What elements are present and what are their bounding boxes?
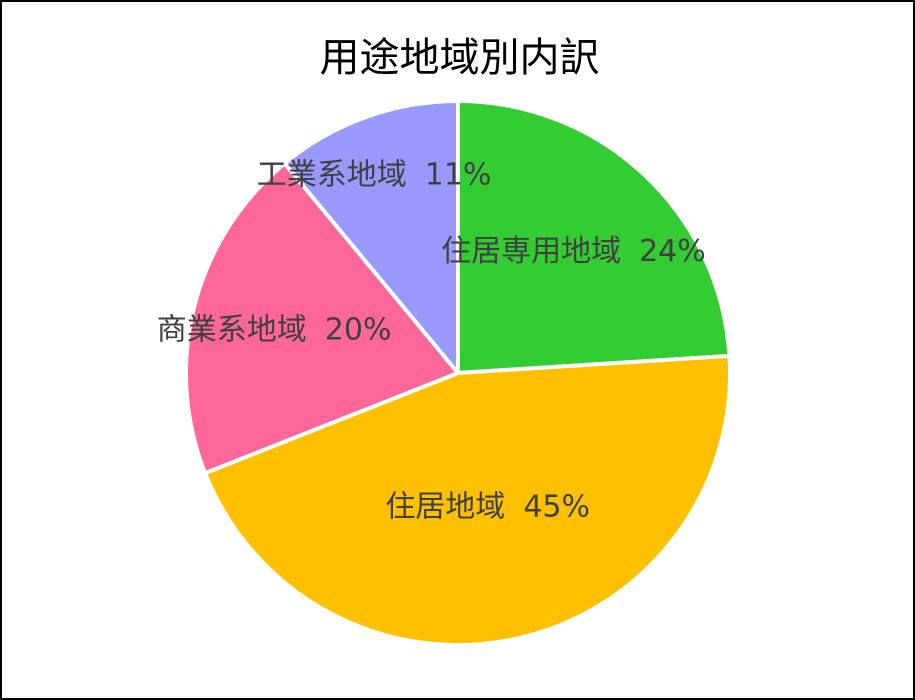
slice-category-label: 住居専用地域 [441,234,621,269]
pie-labels: 住居専用地域 24% 住居地域 45% 商業系地域 20% 工業系地域 11% [157,157,706,524]
slice-label-2: 住居地域 45% [385,490,590,525]
slice-percent-label: 24% [639,234,706,269]
slice-category-label: 工業系地域 [257,157,407,192]
slice-category-label: 住居地域 [385,490,505,525]
slice-label-4: 工業系地域 11% [257,157,492,192]
pie-slice-1 [456,99,732,375]
slice-percent-label: 20% [325,312,392,347]
slice-label-1: 住居専用地域 24% [441,234,706,269]
chart-title: 用途地域別内訳 [319,35,600,81]
slice-percent-label: 45% [523,490,590,525]
pie-slice-2 [203,353,732,647]
pie-slices [184,99,732,647]
slice-label-3: 商業系地域 20% [157,312,392,347]
pie-slice-3 [184,161,460,476]
slice-percent-label: 11% [425,157,492,192]
slice-category-label: 商業系地域 [157,312,307,347]
pie-slice-4 [282,99,460,375]
